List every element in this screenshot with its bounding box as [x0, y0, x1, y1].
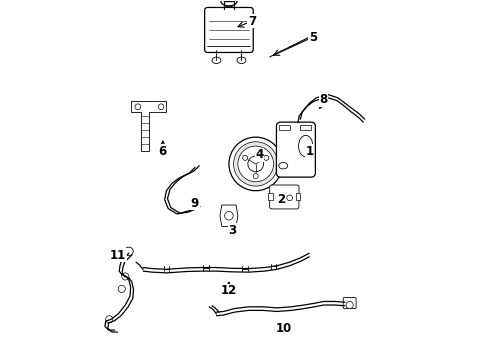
Circle shape	[346, 301, 353, 309]
Text: 11: 11	[110, 248, 126, 261]
Circle shape	[287, 195, 293, 201]
Circle shape	[248, 156, 264, 172]
Text: 2: 2	[277, 193, 285, 206]
Circle shape	[234, 142, 278, 186]
Circle shape	[158, 104, 164, 110]
Circle shape	[118, 285, 125, 293]
Ellipse shape	[221, 0, 237, 6]
FancyBboxPatch shape	[276, 122, 316, 177]
Ellipse shape	[279, 162, 288, 169]
Circle shape	[264, 156, 269, 160]
Circle shape	[224, 211, 233, 220]
Circle shape	[106, 316, 113, 323]
FancyBboxPatch shape	[343, 297, 356, 309]
Text: 8: 8	[319, 93, 328, 106]
FancyBboxPatch shape	[268, 193, 272, 200]
Text: 5: 5	[309, 31, 317, 44]
Circle shape	[122, 273, 129, 280]
FancyBboxPatch shape	[279, 125, 290, 130]
Circle shape	[276, 195, 282, 201]
Circle shape	[243, 156, 248, 160]
Text: 7: 7	[248, 14, 256, 27]
Text: 3: 3	[228, 224, 237, 237]
Circle shape	[135, 104, 141, 110]
Polygon shape	[220, 205, 238, 226]
Circle shape	[238, 146, 273, 182]
Text: 6: 6	[159, 145, 167, 158]
Ellipse shape	[298, 135, 313, 157]
FancyBboxPatch shape	[296, 193, 300, 200]
FancyBboxPatch shape	[300, 125, 311, 130]
Circle shape	[253, 174, 258, 179]
Text: 9: 9	[191, 197, 199, 210]
Text: 4: 4	[255, 148, 264, 162]
Text: 10: 10	[276, 322, 293, 335]
Ellipse shape	[212, 57, 221, 64]
Text: 1: 1	[305, 145, 314, 158]
Ellipse shape	[237, 57, 246, 64]
Circle shape	[229, 137, 283, 191]
Text: 12: 12	[221, 284, 237, 297]
Polygon shape	[131, 102, 167, 152]
Circle shape	[124, 247, 133, 256]
FancyBboxPatch shape	[205, 8, 253, 53]
FancyBboxPatch shape	[270, 185, 299, 209]
